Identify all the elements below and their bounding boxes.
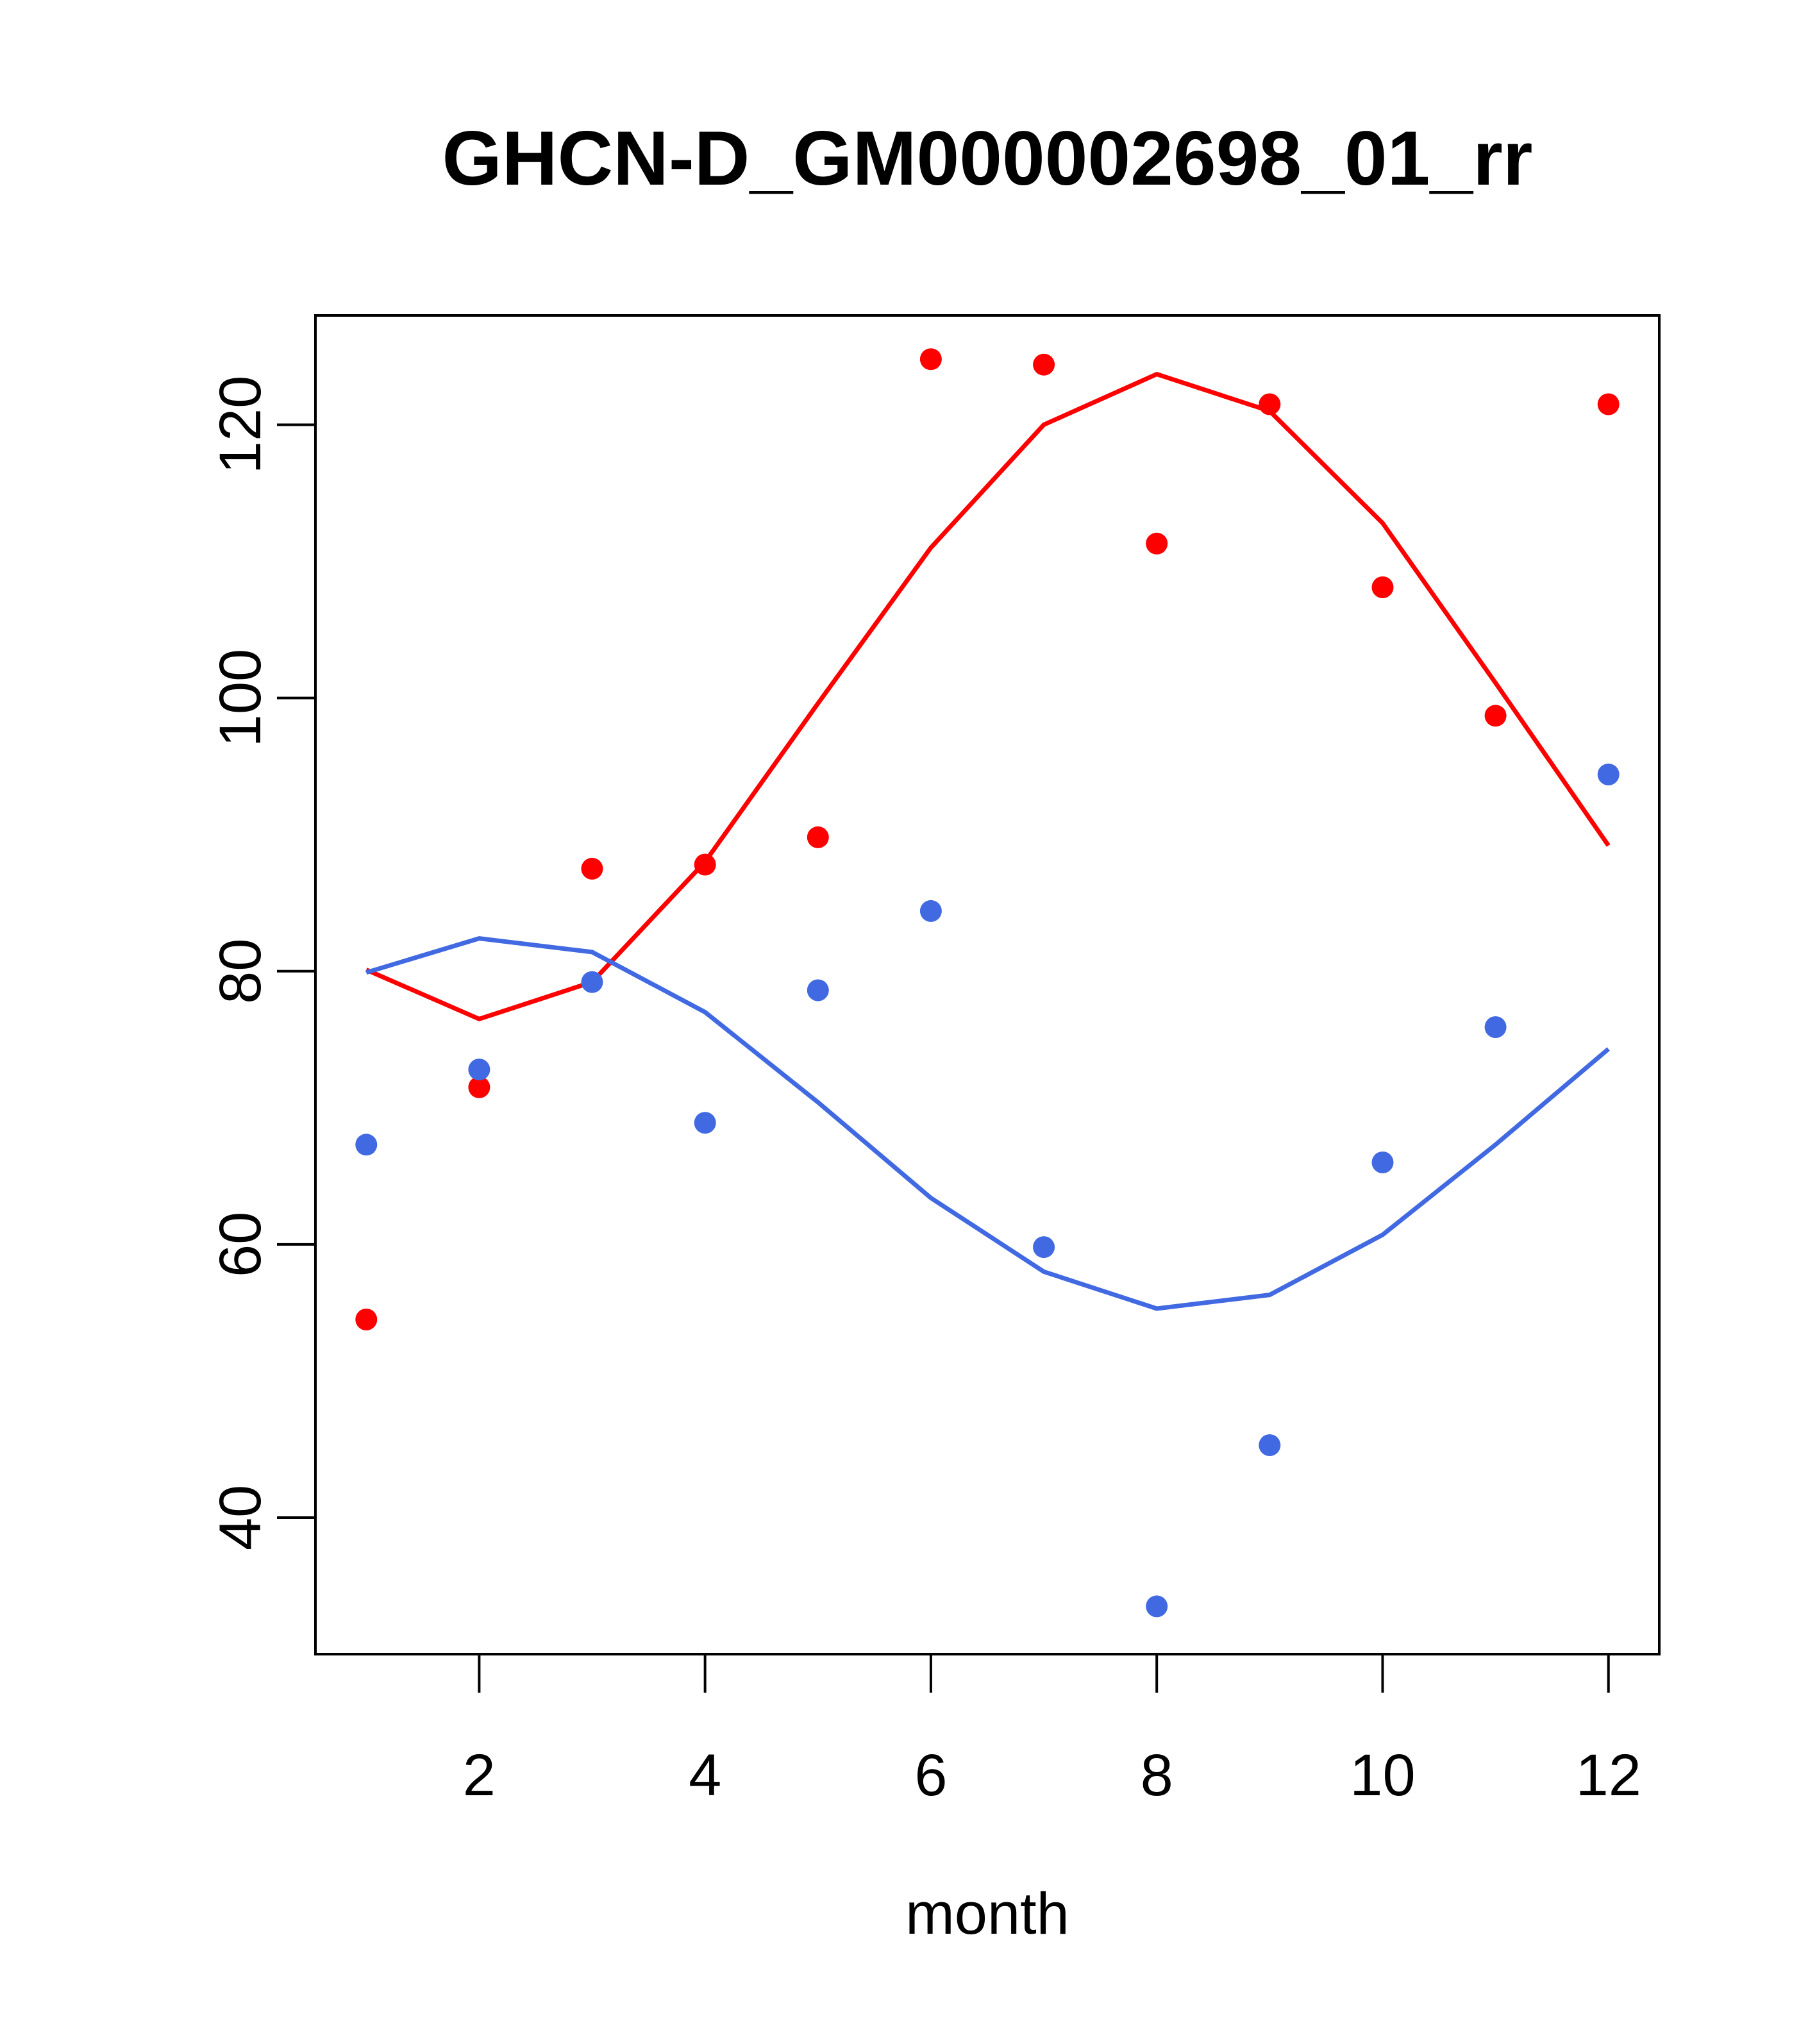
series-1-data-point [694,1112,716,1134]
series-1-data-point [1033,1236,1055,1259]
series-0-data-point [1146,532,1168,555]
series-1-data-point [468,1059,490,1081]
series-1-data-point [355,1134,378,1156]
y-tick-label: 60 [208,1212,273,1277]
series-1-data-point [919,900,942,922]
series-0-data-point [919,348,942,371]
series-0-data-point [694,853,716,876]
series-1-data-point [1371,1152,1394,1173]
series-1-data-point [1597,763,1620,785]
series-1-fit-line [365,936,1610,1311]
y-tick-label: 80 [208,939,273,1004]
chart-title: GHCN-D_GM000002698_01_rr [442,115,1533,201]
y-tick-label: 100 [208,649,273,748]
x-tick-label: 6 [914,1743,947,1808]
series-1-data-point [1484,1016,1507,1038]
series-0-data-point [1259,393,1281,415]
series-0-data-point [1371,576,1394,598]
series-1-data-point [1146,1595,1168,1618]
series-0-data-point [807,826,829,848]
series-0-data-point [581,857,603,880]
series-1-data-point [581,971,603,993]
x-tick-label: 10 [1350,1743,1415,1808]
series-0-data-point [1033,353,1055,376]
series-0-data-point [1484,705,1507,727]
series-1-data-point [1259,1434,1281,1456]
series-0-data-point [468,1076,490,1098]
x-tick-label: 2 [463,1743,496,1808]
x-axis-label: month [905,1881,1069,1947]
series-1-data-point [807,979,829,1001]
axes: 2 4 6 8 10 12 40 60 80 100 120 [208,314,1661,1808]
plot-area [355,348,1620,1618]
x-tick-label: 8 [1141,1743,1173,1808]
series-0-data-point [1597,393,1620,415]
x-tick-label: 4 [689,1743,721,1808]
y-tick-label: 40 [208,1485,273,1550]
plot-frame [314,314,1661,1655]
series-0-fit-line [365,372,1611,1021]
x-tick-label: 12 [1576,1743,1641,1808]
series-0-data-point [355,1309,378,1330]
y-tick-label: 120 [208,376,273,474]
